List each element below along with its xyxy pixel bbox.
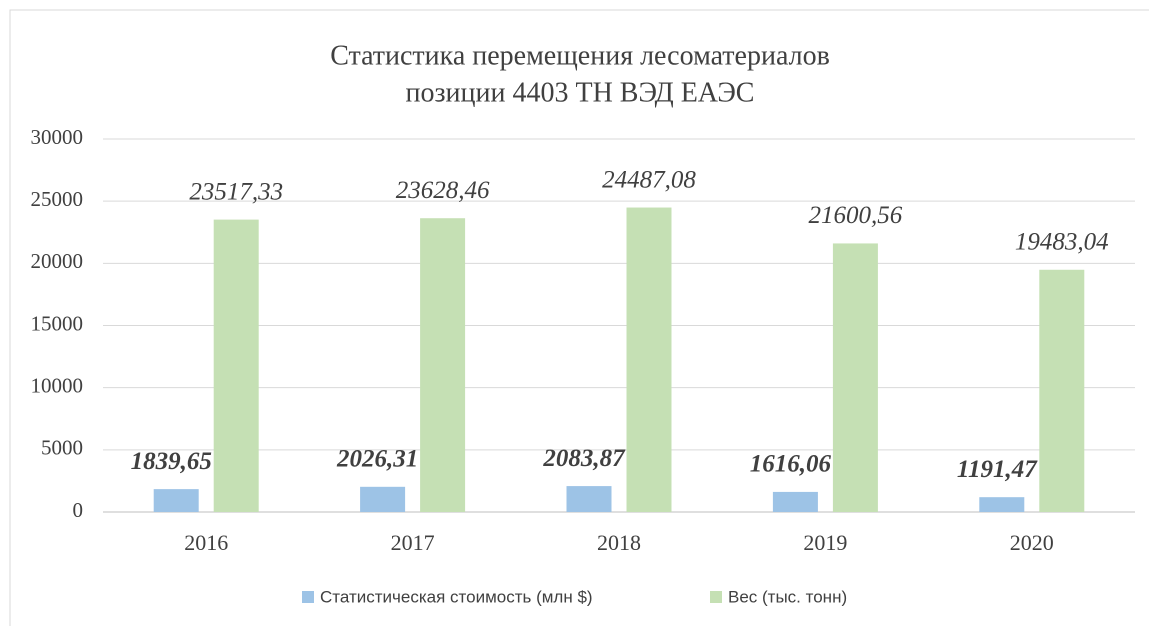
chart-title: Статистика перемещения лесоматериалов	[330, 40, 830, 71]
chart-border	[9, 9, 1149, 626]
y-tick-label: 0	[73, 498, 84, 522]
value-label: 1616,06	[750, 451, 832, 478]
bar	[566, 486, 612, 512]
value-label: 21600,56	[809, 202, 903, 229]
legend-swatch	[302, 591, 314, 603]
value-label: 23517,33	[189, 178, 283, 205]
x-tick-label: 2017	[391, 530, 435, 555]
bar	[213, 219, 259, 512]
value-label: 2083,87	[542, 445, 626, 472]
x-tick-label: 2016	[184, 530, 228, 555]
y-tick-label: 20000	[31, 249, 84, 273]
y-tick-label: 5000	[41, 436, 83, 460]
bar	[360, 486, 406, 512]
legend-swatch	[710, 591, 722, 603]
bar	[832, 243, 878, 512]
x-tick-label: 2020	[1010, 530, 1054, 555]
value-label: 23628,46	[396, 177, 490, 204]
bar	[420, 218, 466, 512]
value-label: 1839,65	[131, 448, 212, 475]
x-tick-label: 2019	[803, 530, 847, 555]
bar	[979, 497, 1025, 512]
chart-title: позиции 4403 ТН ВЭД ЕАЭС	[405, 77, 754, 108]
legend-label: Статистическая стоимость (млн $)	[320, 587, 593, 606]
x-tick-label: 2018	[597, 530, 641, 555]
bar	[153, 489, 199, 512]
bar	[772, 491, 818, 512]
bar	[626, 207, 672, 512]
y-tick-label: 15000	[31, 311, 84, 335]
value-label: 19483,04	[1015, 228, 1109, 255]
legend-label: Вес (тыс. тонн)	[728, 587, 847, 606]
bar	[1039, 269, 1085, 512]
value-label: 24487,08	[602, 166, 696, 193]
value-label: 2026,31	[336, 446, 418, 473]
y-tick-label: 25000	[31, 187, 84, 211]
value-label: 1191,47	[957, 456, 1038, 483]
y-tick-label: 10000	[31, 373, 84, 397]
y-tick-label: 30000	[31, 125, 84, 149]
